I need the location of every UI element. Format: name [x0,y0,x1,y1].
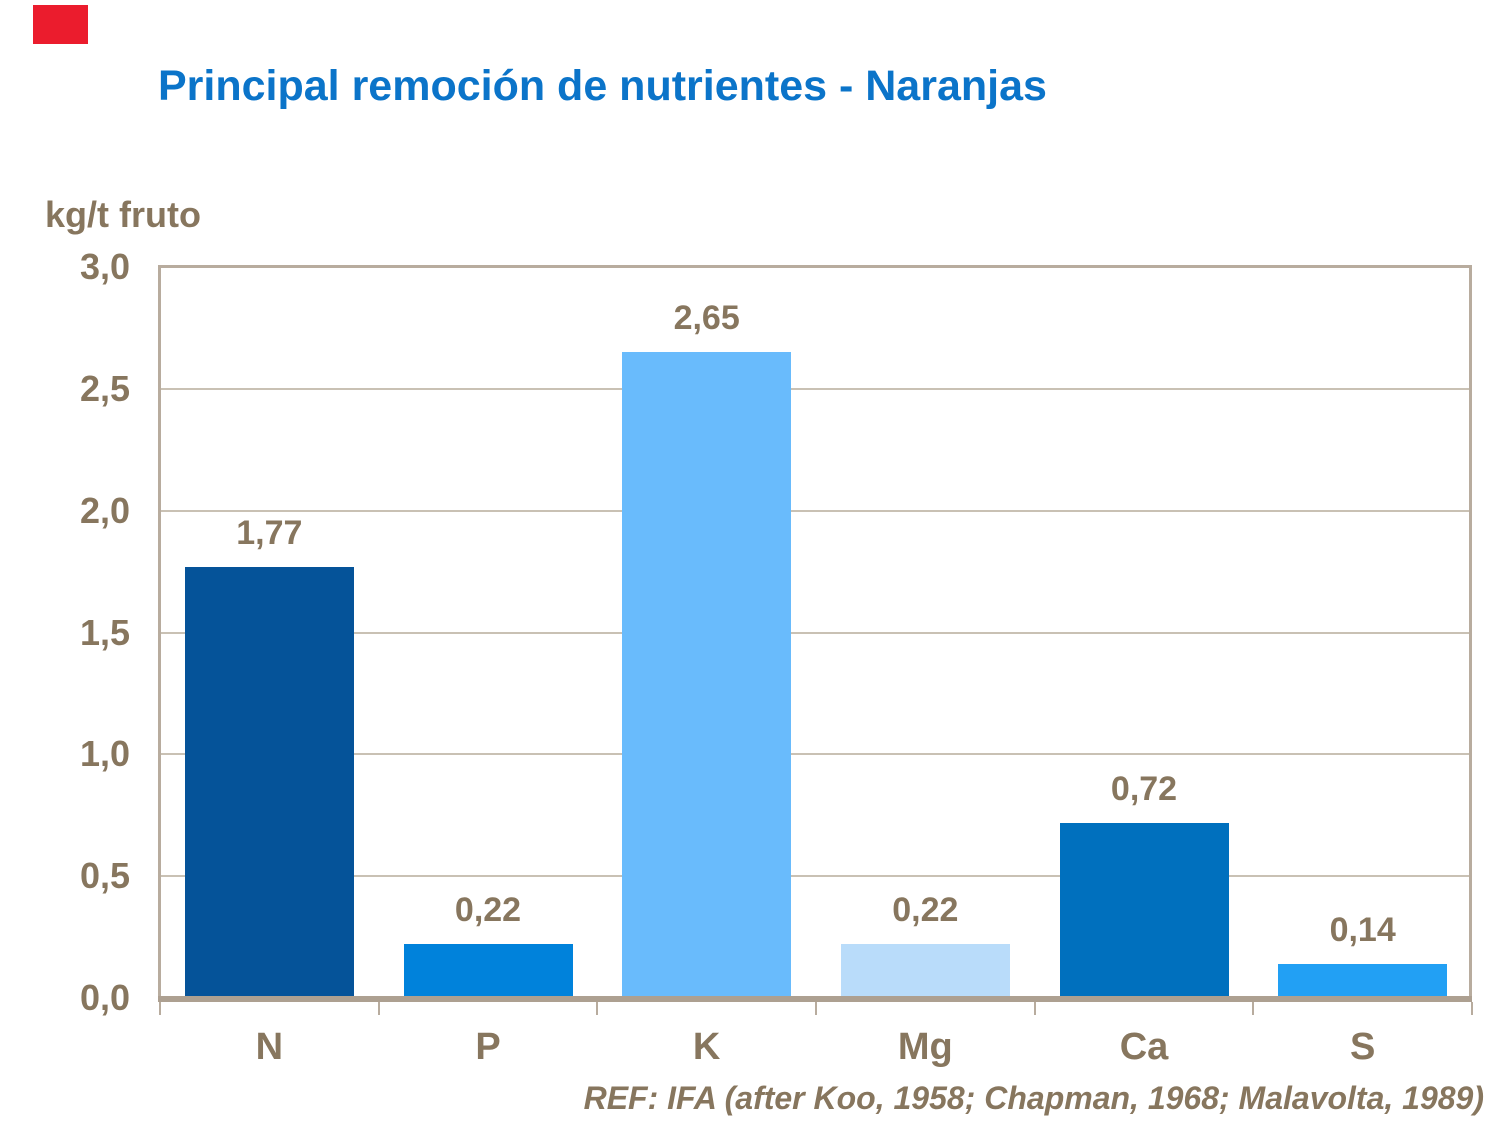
y-axis-unit-label: kg/t fruto [45,194,201,235]
bar-Ca [1059,822,1229,998]
y-tick-label: 0,0 [79,977,130,1018]
x-category-label-S: S [1349,1026,1376,1068]
bar-K [622,352,792,998]
x-tick-mark [596,1002,599,1015]
reference-text: REF: IFA (after Koo, 1958; Chapman, 1968… [583,1080,1484,1116]
y-tick-label: 2,5 [79,367,130,409]
bar-value-label: 0,22 [892,891,959,930]
gridline [160,753,1472,756]
plot-frame [158,265,1472,1000]
y-tick-label: 3,0 [79,246,130,287]
x-tick-mark [1033,1002,1036,1015]
x-category-label-Ca: Ca [1119,1026,1169,1068]
y-tick-label: 0,5 [79,855,130,897]
bar-value-label: 0,22 [454,891,522,930]
x-tick-mark [159,1002,161,1015]
y-tick-label: 1,5 [79,611,130,653]
bar-value-label: 1,77 [236,513,303,552]
x-tick-mark [377,1002,380,1015]
bar-Mg [840,944,1010,998]
gridline [160,875,1472,878]
bar-S [1278,963,1448,998]
bar-N [184,566,354,998]
chart-title: Principal remoción de nutrientes - Naran… [158,62,1047,110]
bar-value-label: 0,14 [1329,910,1396,949]
bar-value-label: 2,65 [673,299,740,338]
x-category-label-N: N [255,1026,284,1068]
x-tick-mark [1471,1002,1473,1015]
x-tick-mark [1252,1002,1255,1015]
bar-value-label: 0,72 [1110,769,1178,808]
x-category-label-K: K [692,1026,721,1068]
x-axis-baseline [158,996,1472,1002]
x-tick-mark [815,1002,817,1015]
gridline [160,631,1472,634]
bar-P [403,944,573,998]
gridline [160,387,1472,390]
y-tick-label: 1,0 [79,733,130,775]
x-category-label-Mg: Mg [897,1026,953,1068]
x-category-label-P: P [475,1026,501,1068]
red-accent-block [33,5,88,44]
y-tick-label: 2,0 [79,489,130,531]
gridline [160,509,1472,512]
